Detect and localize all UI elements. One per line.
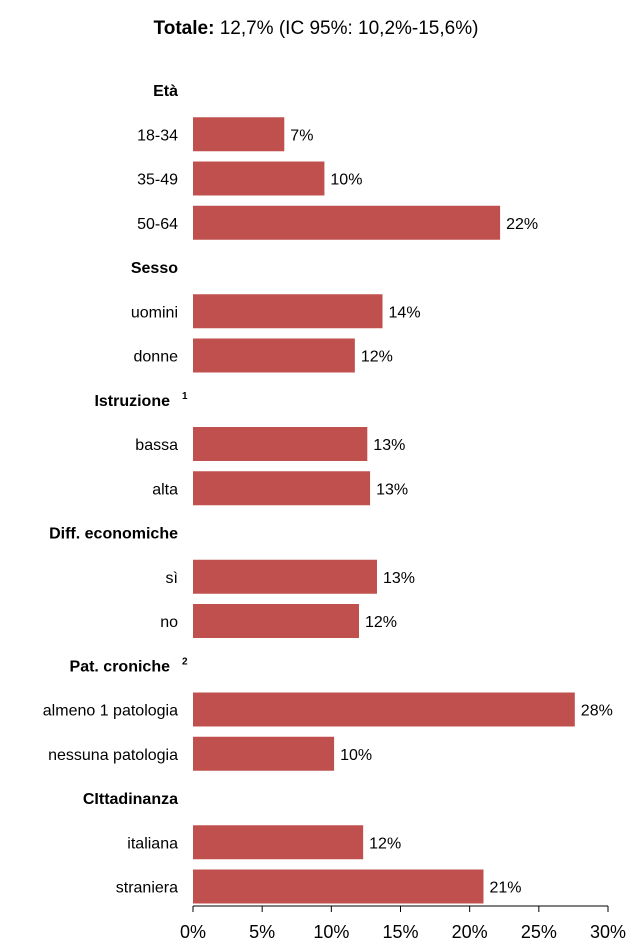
group-label: Diff. economiche xyxy=(49,526,178,543)
category-label: italiana xyxy=(127,835,178,852)
category-label: 18-34 xyxy=(137,127,178,144)
bar xyxy=(193,427,368,461)
bar xyxy=(193,471,371,506)
category-label: sì xyxy=(166,570,178,587)
bar-value-label: 12% xyxy=(369,835,401,852)
category-label: no xyxy=(160,614,178,631)
bar xyxy=(193,692,575,727)
bar-value-label: 7% xyxy=(290,127,313,144)
category-label: donne xyxy=(134,349,179,366)
bar-value-label: 13% xyxy=(383,570,415,587)
bar xyxy=(193,161,325,196)
category-label: bassa xyxy=(135,437,178,454)
bar xyxy=(193,604,359,638)
bar-value-label: 14% xyxy=(389,304,421,321)
group-label: Pat. croniche xyxy=(70,658,171,675)
x-tick-label: 0% xyxy=(180,922,206,942)
group-label: Età xyxy=(153,83,178,100)
bar-value-label: 12% xyxy=(365,614,397,631)
category-label: nessuna patologia xyxy=(48,747,178,764)
bar-value-label: 10% xyxy=(330,172,362,189)
group-label: Istruzione xyxy=(94,393,170,410)
x-tick-label: 30% xyxy=(590,922,626,942)
bar-value-label: 22% xyxy=(506,216,538,233)
bar xyxy=(193,294,383,329)
bar-value-label: 10% xyxy=(340,747,372,764)
group-label: Sesso xyxy=(131,260,178,277)
x-tick-label: 15% xyxy=(382,922,418,942)
group-label: CIttadinanza xyxy=(83,791,178,808)
bar xyxy=(193,559,377,594)
category-label: 35-49 xyxy=(137,172,178,189)
bar xyxy=(193,117,285,152)
chart-title-rest: 12,7% (IC 95%: 10,2%-15,6%) xyxy=(214,18,479,39)
bar-value-label: 13% xyxy=(376,481,408,498)
x-tick-label: 10% xyxy=(313,922,349,942)
category-label: straniera xyxy=(116,880,178,897)
bar xyxy=(193,869,484,904)
group-label-superscript: 1 xyxy=(182,391,188,402)
bar xyxy=(193,736,335,771)
bar xyxy=(193,205,501,240)
x-tick-label: 5% xyxy=(249,922,275,942)
bar-value-label: 21% xyxy=(490,880,522,897)
category-label: alta xyxy=(152,481,178,498)
chart-title: Totale: 12,7% (IC 95%: 10,2%-15,6%) xyxy=(0,18,632,40)
chart-title-bold: Totale: xyxy=(153,18,215,39)
bar xyxy=(193,338,355,373)
group-label-superscript: 2 xyxy=(182,656,188,667)
category-label: 50-64 xyxy=(137,216,178,233)
x-tick-label: 25% xyxy=(521,922,557,942)
x-tick-label: 20% xyxy=(452,922,488,942)
bar-value-label: 12% xyxy=(361,349,393,366)
category-label: uomini xyxy=(131,304,178,321)
bar xyxy=(193,825,364,860)
bar-value-label: 28% xyxy=(581,703,613,720)
bar-value-label: 13% xyxy=(373,437,405,454)
category-label: almeno 1 patologia xyxy=(43,703,178,720)
